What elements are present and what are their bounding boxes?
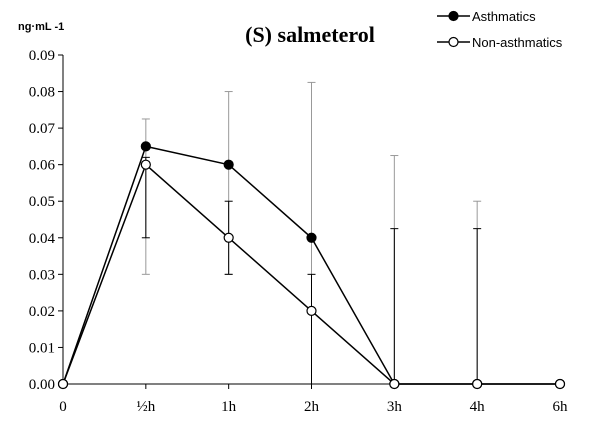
data-point <box>389 378 400 390</box>
data-point <box>472 378 483 390</box>
y-tick-label: 0.00 <box>29 377 55 393</box>
legend: Asthmatics Non-asthmatics <box>437 9 563 50</box>
x-tick-label: 3h <box>387 399 403 415</box>
x-tick-label: 1h <box>221 399 237 415</box>
y-tick-label: 0.08 <box>29 85 55 101</box>
data-point <box>306 305 317 316</box>
x-tick-label: ½h <box>136 399 155 415</box>
y-tick-label: 0.02 <box>29 304 55 320</box>
y-axis-unit: ng·mL -1 <box>18 21 64 33</box>
legend-label: Non-asthmatics <box>472 35 563 50</box>
y-tick-label: 0.04 <box>29 231 56 247</box>
data-point <box>554 378 566 390</box>
y-tick-label: 0.06 <box>29 158 56 174</box>
data-point <box>223 232 234 243</box>
y-tick-label: 0.07 <box>29 121 56 137</box>
legend-label: Asthmatics <box>472 9 536 24</box>
y-tick-label: 0.03 <box>29 267 55 283</box>
data-point <box>306 232 317 243</box>
data-point <box>57 378 69 390</box>
x-tick-label: 4h <box>470 399 486 415</box>
y-tick-label: 0.05 <box>29 194 55 210</box>
chart-title: (S) salmeterol <box>245 22 375 47</box>
x-tick-label: 6h <box>553 399 569 415</box>
data-point <box>140 141 151 152</box>
x-tick-label: 2h <box>304 399 320 415</box>
y-tick-labels: 0.00 0.01 0.02 0.03 0.04 0.05 0.06 0.07 0.08 0.09 <box>29 48 56 393</box>
y-tick-label: 0.01 <box>29 340 55 356</box>
x-tick-label: 0 <box>59 399 67 415</box>
data-point <box>223 159 234 170</box>
legend-marker <box>448 36 459 48</box>
error-bars <box>141 81 482 384</box>
legend-marker <box>448 10 459 22</box>
axes <box>58 54 561 389</box>
x-tick-labels: 0 ½h 1h 2h 3h 4h 6h <box>59 399 568 415</box>
y-tick-label: 0.09 <box>29 48 55 64</box>
data-point <box>140 159 151 170</box>
data-points <box>57 141 566 390</box>
